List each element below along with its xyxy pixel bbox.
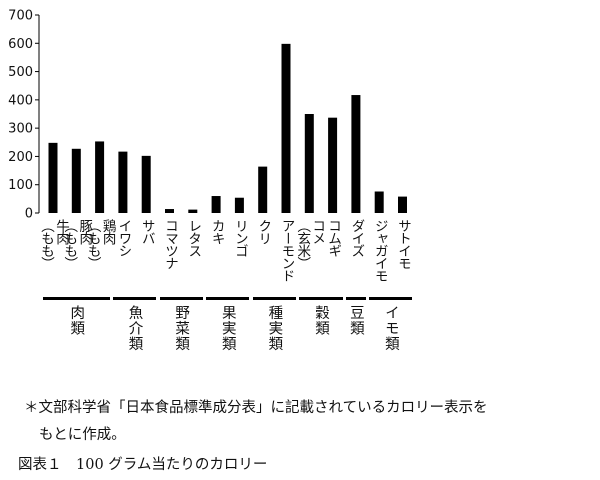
bar — [141, 155, 151, 213]
bar — [258, 166, 268, 213]
group-bracket — [206, 297, 250, 300]
x-tick-label-line1: アーモンド — [278, 219, 295, 282]
bar — [351, 95, 361, 213]
figure-caption: 図表１ 100 グラム当たりのカロリー — [18, 457, 268, 473]
y-tick-label: 500 — [8, 65, 33, 80]
x-tick-label: 牛肉 （もも） — [38, 219, 69, 269]
group-label: 豆類 — [347, 305, 364, 336]
x-tick-label-line1: コメ — [309, 219, 326, 244]
x-tick-label: サトイモ — [395, 219, 411, 269]
bar — [211, 196, 221, 213]
x-tick-label-line1: サトイモ — [395, 219, 411, 269]
x-tick-label-line1: 鶏肉 — [99, 219, 116, 244]
y-tick-label: 700 — [8, 9, 33, 24]
y-axis: 0 100 200 300 400 500 600 700 — [8, 9, 40, 222]
x-tick-label: カキ — [208, 219, 225, 244]
x-tick-label: ジャガイモ — [371, 219, 388, 282]
y-tick-label: 400 — [8, 93, 33, 108]
x-tick-label-line1: イワシ — [115, 219, 132, 257]
group-label: 果実類 — [219, 305, 236, 352]
group-label: イモ類 — [382, 305, 399, 352]
y-tick-label: 100 — [8, 178, 33, 193]
x-tick-label-line2: （もも） — [61, 219, 78, 269]
y-tick-label: 300 — [8, 122, 33, 137]
x-tick-label-line1: 牛肉 — [53, 219, 69, 244]
footnote-line2: もとに作成。 — [39, 427, 126, 443]
x-tick-label-line1: ジャガイモ — [371, 219, 388, 282]
y-tick-label: 600 — [8, 37, 33, 52]
x-tick-label: 鶏肉 （もも） — [84, 219, 116, 269]
x-tick-label: コメ （玄米） — [294, 219, 326, 269]
footnote-line1: ＊文部科学省「日本食品標準成分表」に記載されているカロリー表示を — [24, 400, 488, 416]
x-tick-label: コムギ — [325, 219, 342, 257]
bar — [398, 196, 407, 213]
x-tick-label-line1: コマツナ — [162, 219, 178, 269]
x-tick-label-line1: カキ — [208, 219, 225, 244]
group-bracket — [112, 297, 157, 300]
x-tick-label-line1: レタス — [185, 219, 202, 257]
bar — [165, 209, 174, 213]
x-tick-label: コマツナ — [162, 219, 178, 269]
x-tick-label-line1: コムギ — [325, 219, 342, 257]
x-tick-label: サバ — [138, 219, 155, 244]
x-tick-label-line2: （もも） — [38, 219, 54, 269]
x-tick-label-line1: ダイズ — [348, 219, 365, 257]
group-bracket — [252, 297, 296, 300]
bar — [71, 148, 81, 213]
x-tick-label-line1: クリ — [255, 219, 272, 244]
calorie-bar-chart: 0 100 200 300 400 500 600 700 — [8, 9, 407, 222]
group-label: 肉類 — [68, 305, 85, 336]
group-bracket — [43, 297, 110, 300]
bar — [118, 151, 128, 213]
group-label: 穀類 — [312, 305, 329, 336]
bar — [328, 117, 338, 213]
group-label: 種実類 — [266, 305, 283, 352]
bar — [234, 197, 244, 213]
group-bracket — [299, 297, 343, 300]
bar — [304, 114, 314, 213]
x-tick-label-line1: 豚肉 — [76, 219, 93, 244]
x-tick-label: レタス — [185, 219, 202, 257]
x-tick-label: リンゴ — [231, 219, 248, 257]
x-tick-label: クリ — [255, 219, 272, 244]
x-tick-label-line1: サバ — [138, 219, 155, 244]
x-tick-label-line2: （もも） — [84, 219, 101, 269]
y-tick-label: 200 — [8, 150, 33, 165]
x-tick-label: ダイズ — [348, 219, 365, 257]
group-label: 野菜類 — [173, 305, 190, 352]
x-tick-label-line2: （玄米） — [294, 219, 311, 269]
bar — [188, 209, 198, 213]
group-bracket — [345, 297, 366, 300]
x-tick-label: 豚肉 （もも） — [61, 219, 93, 269]
y-tick-label: 0 — [25, 207, 33, 222]
bar — [281, 43, 291, 214]
bars — [48, 43, 407, 214]
footnote: ＊文部科学省「日本食品標準成分表」に記載されているカロリー表示を もとに作成。 — [24, 395, 594, 449]
bar — [48, 142, 58, 213]
group-label: 魚介類 — [126, 305, 143, 352]
bar — [95, 141, 105, 213]
x-tick-label-line1: リンゴ — [231, 219, 248, 257]
group-bracket — [159, 297, 203, 300]
x-tick-label: アーモンド — [278, 219, 295, 282]
x-tick-label: イワシ — [115, 219, 132, 257]
bar — [374, 191, 384, 213]
group-bracket — [369, 297, 413, 300]
